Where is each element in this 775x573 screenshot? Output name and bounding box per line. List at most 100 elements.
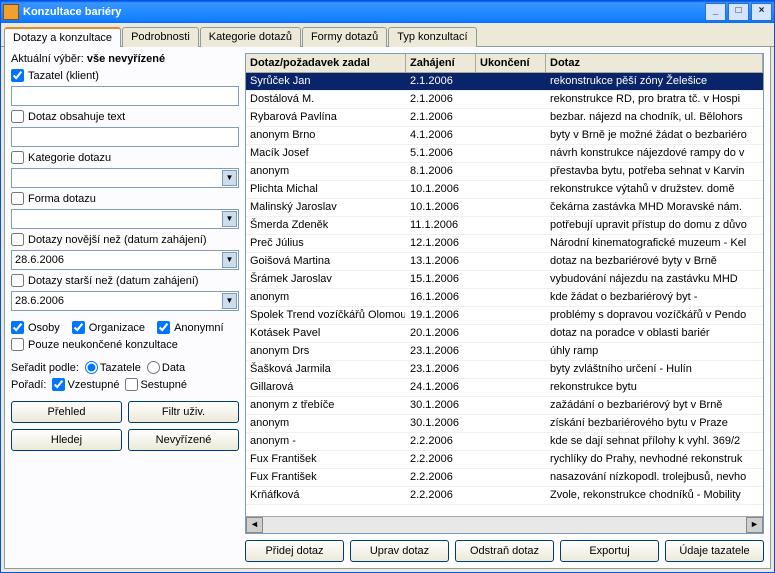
kategorie-combo[interactable]: ▼ [11,168,239,188]
starsi-date[interactable]: 28.6.2006▼ [11,291,239,311]
tab-2[interactable]: Kategorie dotazů [200,27,301,47]
organizace-check[interactable]: Organizace [72,321,145,334]
table-row[interactable]: Goišová Martina13.1.2006dotaz na bezbari… [246,253,763,271]
kategorie-check[interactable]: Kategorie dotazu [11,151,239,164]
anonymni-check[interactable]: Anonymní [157,321,224,334]
table-cell: úhly ramp [546,343,763,360]
tazatel-check[interactable]: Tazatel (klient) [11,69,239,82]
nevyrizene-button[interactable]: Nevyřízené [128,429,239,451]
table-row[interactable]: Šmerda Zdeněk11.1.2006potřebují upravit … [246,217,763,235]
scroll-right-icon[interactable]: ► [746,517,763,533]
table-cell: anonym [246,289,406,306]
hledej-button[interactable]: Hledej [11,429,122,451]
column-header[interactable]: Ukončení [476,54,546,72]
neukoncene-check[interactable]: Pouze neukončené konzultace [11,338,239,351]
action-button-1[interactable]: Uprav dotaz [350,540,449,562]
tab-4[interactable]: Typ konzultací [388,27,476,47]
table-cell: 12.1.2006 [406,235,476,252]
column-header[interactable]: Dotaz [546,54,763,72]
table-row[interactable]: Rybarová Pavlína2.1.2006bezbar. nájezd n… [246,109,763,127]
table-row[interactable]: Spolek Trend vozíčkářů Olomouc19.1.2006p… [246,307,763,325]
table-cell [476,343,546,360]
novejsi-check[interactable]: Dotazy novější než (datum zahájení) [11,233,239,246]
table-row[interactable]: Dostálová M.2.1.2006rekonstrukce RD, pro… [246,91,763,109]
sort-data[interactable]: Data [147,361,185,374]
table-cell [476,487,546,504]
table-cell: 2.2.2006 [406,433,476,450]
table-row[interactable]: Fux František2.2.2006nasazování nízkopod… [246,469,763,487]
table-cell: byty zvláštního určení - Hulín [546,361,763,378]
table-row[interactable]: anonym z třebíče30.1.2006zažádání o bezb… [246,397,763,415]
action-button-3[interactable]: Exportuj [560,540,659,562]
novejsi-date[interactable]: 28.6.2006▼ [11,250,239,270]
starsi-check[interactable]: Dotazy starší než (datum zahájení) [11,274,239,287]
order-sestupne[interactable]: Sestupné [125,378,186,391]
table-row[interactable]: anonym Brno4.1.2006byty v Brně je možné … [246,127,763,145]
table-row[interactable]: Preč Július12.1.2006Národní kinematograf… [246,235,763,253]
table-row[interactable]: Fux František2.2.2006rychlíky do Prahy, … [246,451,763,469]
table-cell [476,379,546,396]
maximize-button[interactable]: □ [728,3,749,21]
action-button-0[interactable]: Přidej dotaz [245,540,344,562]
prehled-button[interactable]: Přehled [11,401,122,423]
table-cell: anonym Brno [246,127,406,144]
tab-3[interactable]: Formy dotazů [302,27,387,47]
table-cell: Syrůček Jan [246,73,406,90]
text-check[interactable]: Dotaz obsahuje text [11,110,239,123]
osoby-check[interactable]: Osoby [11,321,60,334]
table-row[interactable]: Plichta Michal10.1.2006rekonstrukce výta… [246,181,763,199]
minimize-button[interactable]: _ [705,3,726,21]
action-button-2[interactable]: Odstraň dotaz [455,540,554,562]
table-row[interactable]: anonym16.1.2006kde žádat o bezbariérový … [246,289,763,307]
table-row[interactable]: anonym30.1.2006získání bezbariérového by… [246,415,763,433]
forma-check[interactable]: Forma dotazu [11,192,239,205]
column-header[interactable]: Zahájení [406,54,476,72]
table-cell [476,109,546,126]
sortby-label: Seřadit podle: [11,362,79,374]
table-cell: 5.1.2006 [406,145,476,162]
table-row[interactable]: Krňáfková2.2.2006Zvole, rekonstrukce cho… [246,487,763,505]
table-row[interactable]: Syrůček Jan2.1.2006rekonstrukce pěší zón… [246,73,763,91]
table-row[interactable]: anonym Drs23.1.2006úhly ramp [246,343,763,361]
table-cell: anonym z třebíče [246,397,406,414]
text-input[interactable] [11,127,239,147]
table-row[interactable]: Malinský Jaroslav10.1.2006čekárna zastáv… [246,199,763,217]
table-cell: Plichta Michal [246,181,406,198]
data-grid: Dotaz/požadavek zadalZahájeníUkončeníDot… [245,53,764,534]
table-row[interactable]: Gillarová24.1.2006rekonstrukce bytu [246,379,763,397]
table-cell [476,307,546,324]
table-row[interactable]: Šrámek Jaroslav15.1.2006vybudování nájez… [246,271,763,289]
table-cell: Šrámek Jaroslav [246,271,406,288]
hscrollbar[interactable]: ◄ ► [246,516,763,533]
table-cell [476,469,546,486]
filtr-button[interactable]: Filtr uživ. [128,401,239,423]
grid-body[interactable]: Syrůček Jan2.1.2006rekonstrukce pěší zón… [246,73,763,516]
table-cell: 2.2.2006 [406,487,476,504]
table-row[interactable]: Kotásek Pavel20.1.2006dotaz na poradce v… [246,325,763,343]
table-cell [476,217,546,234]
table-row[interactable]: anonym8.1.2006přestavba bytu, potřeba se… [246,163,763,181]
table-cell [476,127,546,144]
tab-1[interactable]: Podrobnosti [122,27,199,47]
table-cell: bezbar. nájezd na chodník, ul. Bělohors [546,109,763,126]
tazatel-input[interactable] [11,86,239,106]
table-cell: rychlíky do Prahy, nevhodné rekonstruk [546,451,763,468]
table-row[interactable]: anonym -2.2.2006kde se dají sehnat přílo… [246,433,763,451]
chevron-down-icon: ▼ [222,211,237,227]
selection-label: Aktuální výběr: vše nevyřízené [11,53,239,65]
table-cell: 24.1.2006 [406,379,476,396]
table-row[interactable]: Šašková Jarmila23.1.2006byty zvláštního … [246,361,763,379]
scroll-left-icon[interactable]: ◄ [246,517,263,533]
action-button-4[interactable]: Údaje tazatele [665,540,764,562]
table-row[interactable]: Macík Josef5.1.2006návrh konstrukce náje… [246,145,763,163]
column-header[interactable]: Dotaz/požadavek zadal [246,54,406,72]
tab-0[interactable]: Dotazy a konzultace [4,27,121,47]
table-cell [476,73,546,90]
sort-tazatele[interactable]: Tazatele [85,361,141,374]
table-cell: Šmerda Zdeněk [246,217,406,234]
close-button[interactable]: × [751,3,772,21]
order-vzestupne[interactable]: Vzestupné [52,378,119,391]
table-cell: 19.1.2006 [406,307,476,324]
table-cell: 20.1.2006 [406,325,476,342]
forma-combo[interactable]: ▼ [11,209,239,229]
